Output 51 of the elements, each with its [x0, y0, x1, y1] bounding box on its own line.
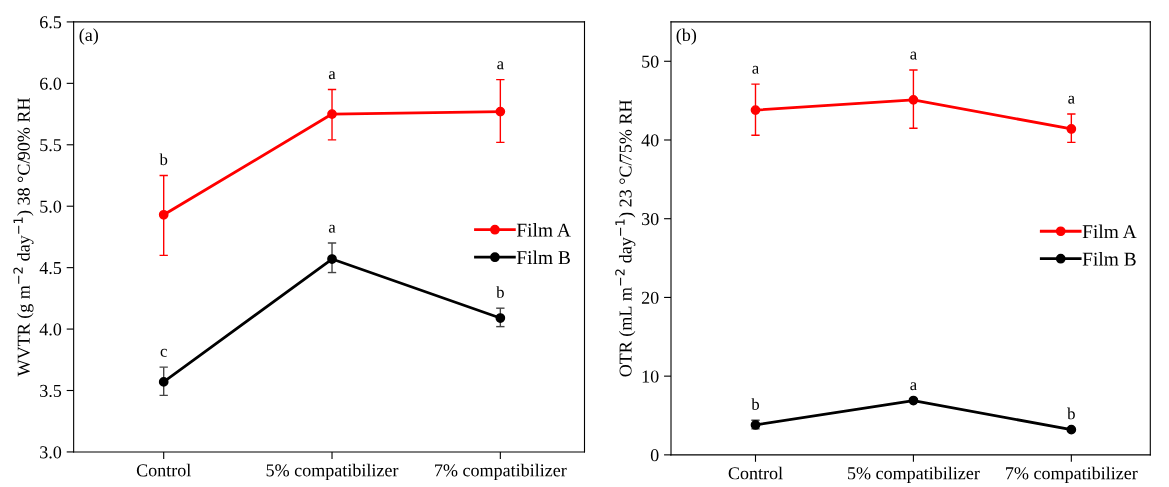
point — [495, 106, 506, 117]
y-tick-label: 40 — [641, 134, 659, 147]
point — [750, 105, 761, 115]
legend-label: Film B — [1082, 252, 1136, 266]
annotation: a — [910, 51, 917, 60]
point — [158, 377, 169, 387]
y-tick-label: 3.5 — [40, 384, 62, 398]
annotation: a — [1068, 95, 1075, 104]
annotation: a — [328, 224, 336, 233]
x-tick-label: 5% compatibilizer — [848, 466, 980, 484]
annotation: a — [328, 71, 336, 80]
y-axis-title: WVTR (g m$^{−2}$ day$^{−1}$) 38 °C/90% RH — [13, 98, 34, 377]
y-tick-label: 0 — [650, 449, 659, 462]
annotation: a — [497, 61, 504, 70]
point — [1066, 124, 1077, 134]
point — [327, 254, 337, 264]
point — [908, 395, 919, 406]
annotation: c — [160, 348, 167, 357]
y-tick-label: 30 — [642, 212, 659, 226]
y-tick-label: 50 — [642, 55, 659, 68]
annotation: b — [496, 286, 504, 298]
y-tick-label: 5.5 — [40, 139, 62, 152]
annotation: a — [910, 382, 917, 391]
x-tick-label: 7% compatibilizer — [435, 463, 567, 481]
point — [158, 209, 169, 220]
x-tick-label: Control — [728, 466, 783, 480]
y-tick-label: 6.5 — [40, 16, 62, 29]
x-tick-label: 5% compatibilizer — [266, 463, 399, 481]
annotation: b — [751, 398, 760, 410]
x-tick-label: 7% compatibilizer — [1006, 466, 1138, 484]
y-tick-label: 3.0 — [40, 446, 62, 459]
point — [908, 94, 919, 105]
x-tick-label: Control — [136, 463, 191, 477]
annotation: b — [159, 153, 168, 166]
y-tick-label: 10 — [642, 370, 659, 383]
y-axis-title: OTR (mL m$^{−2}$ day$^{−1}$) 23 °C/75% RH — [615, 99, 636, 377]
y-tick-label: 4.5 — [39, 262, 62, 275]
annotation: (a) — [79, 28, 98, 45]
y-tick-label: 6.0 — [40, 77, 62, 90]
legend-label: Film A — [516, 223, 571, 237]
annotation: b — [1067, 407, 1075, 420]
annotation: a — [752, 65, 759, 74]
legend-label: Film B — [516, 250, 570, 265]
y-tick-label: 5.0 — [40, 200, 62, 213]
annotation: (b) — [676, 28, 697, 45]
point — [495, 313, 506, 323]
legend-label: Film A — [1082, 224, 1137, 239]
y-tick-label: 20 — [641, 291, 659, 304]
y-tick-label: 4.0 — [39, 323, 62, 336]
point — [327, 109, 337, 119]
point — [1066, 424, 1077, 435]
